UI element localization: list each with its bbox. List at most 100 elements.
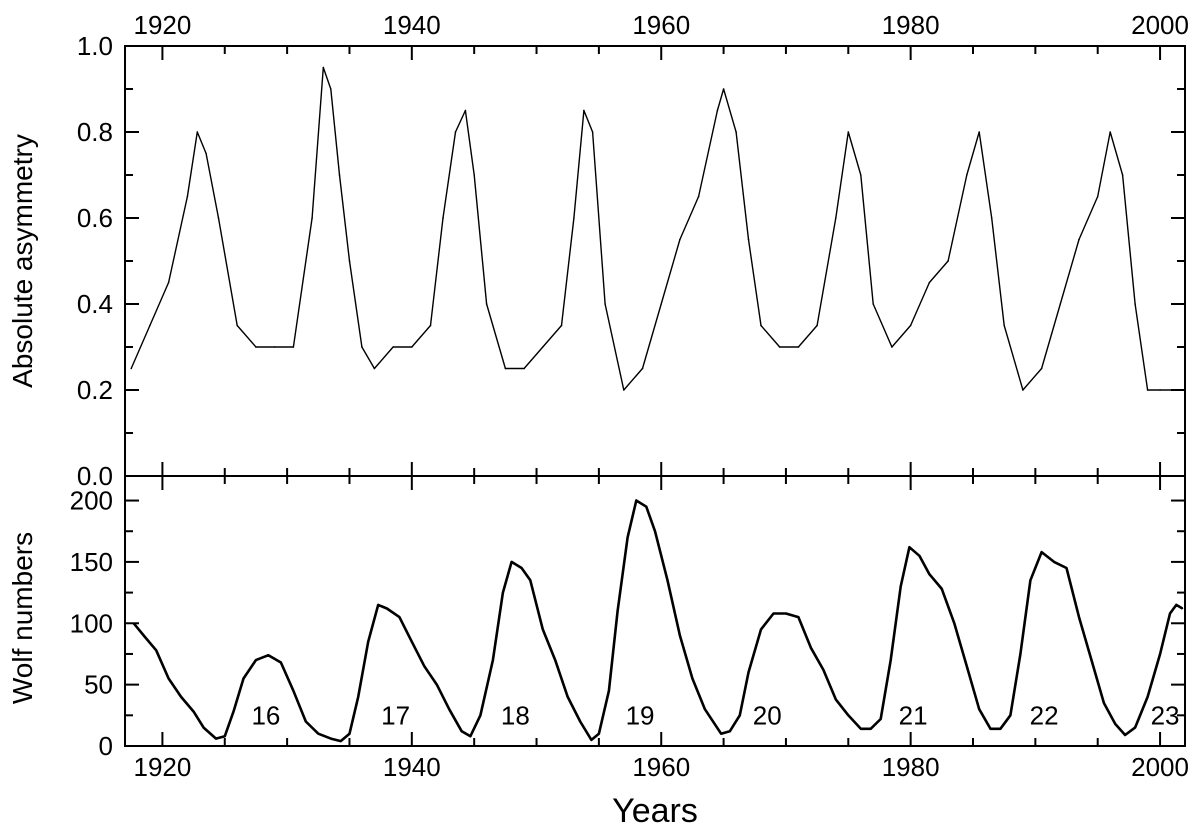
asymmetry-data-point <box>591 131 594 133</box>
asymmetry-x-tick-label: 1980 <box>882 10 940 40</box>
wolf-data-point <box>704 708 706 710</box>
asymmetry-data-point <box>338 174 341 176</box>
wolf-data-point <box>155 649 157 652</box>
asymmetry-data-point <box>947 260 949 262</box>
wolf-data-point <box>215 737 217 740</box>
asymmetry-data-point <box>330 88 332 90</box>
wolf-data-point <box>635 499 638 502</box>
wolf-data-point <box>1175 604 1178 606</box>
asymmetry-data-point <box>797 346 800 348</box>
asymmetry-panel: 1920 1940 1960 1980 2000 0.00.20.40.60.81.0 … <box>7 10 1189 491</box>
wolf-data-point <box>810 647 812 649</box>
wolf-data-point <box>554 659 556 661</box>
asymmetry-data-point <box>1171 389 1174 391</box>
asymmetry-data-point <box>909 324 912 327</box>
wolf-data-point <box>566 696 569 698</box>
asymmetry-data-point <box>735 131 737 133</box>
asymmetry-y-ticks: 0.0 0.2 0.4 0.6 0.8 1.0 <box>77 31 1185 491</box>
asymmetry-x-tick-label: 1940 <box>383 10 441 40</box>
wolf-data-point <box>398 616 401 618</box>
wolf-data-point <box>255 659 257 661</box>
wolf-data-point <box>626 536 629 539</box>
cycle-label-22: 22 <box>1030 700 1059 730</box>
wolf-data-point <box>645 505 648 508</box>
asymmetry-y-tick-label: 0.0 <box>77 461 113 491</box>
wolf-y-tick-label: 150 <box>70 547 113 577</box>
cycle-label-18: 18 <box>501 700 530 730</box>
wolf-data-point <box>492 659 494 661</box>
wolf-data-point <box>1146 696 1149 698</box>
wolf-data-point <box>423 665 426 667</box>
asymmetry-data-point <box>891 346 893 348</box>
wolf-data-point <box>1065 567 1068 569</box>
wolf-data-point <box>142 634 145 637</box>
asymmetry-data-point <box>835 217 837 219</box>
wolf-data-point <box>918 555 921 557</box>
wolf-data-point <box>317 732 320 735</box>
asymmetry-data-point <box>573 217 575 219</box>
wolf-data-point <box>436 683 438 686</box>
wolf-data-point <box>1009 714 1012 717</box>
asymmetry-data-point <box>186 195 189 198</box>
wolf-data-point <box>941 588 943 590</box>
wolf-data-point <box>510 561 513 563</box>
asymmetry-data-point <box>411 346 413 348</box>
wolf-data-point <box>305 720 307 723</box>
wolf-data-point <box>202 726 205 729</box>
wolf-x-tick-label: 1980 <box>882 752 940 782</box>
wolf-data-point <box>1114 723 1116 725</box>
asymmetry-data-point <box>273 346 276 348</box>
asymmetry-data-point <box>560 324 563 327</box>
asymmetry-data-point <box>361 346 363 348</box>
wolf-y-tick-label: 200 <box>70 486 113 516</box>
asymmetry-data-point <box>604 303 606 305</box>
asymmetry-data-point <box>1003 324 1005 327</box>
wolf-data-point <box>590 739 593 741</box>
asymmetry-y-axis-title: Absolute asymmetry <box>7 134 38 388</box>
asymmetry-y-tick-label: 0.8 <box>77 117 113 147</box>
cycle-number-labels: 16 17 18 19 20 21 22 23 <box>251 700 1179 730</box>
wolf-data-point <box>966 665 968 667</box>
asymmetry-data-point <box>778 346 781 348</box>
wolf-data-point <box>822 669 825 671</box>
asymmetry-data-point <box>205 152 207 155</box>
asymmetry-data-point <box>523 367 525 370</box>
wolf-data-point <box>598 732 600 735</box>
wolf-data-point <box>978 708 980 710</box>
cycle-label-17: 17 <box>381 700 410 730</box>
asymmetry-data-point <box>236 324 238 327</box>
asymmetry-data-point <box>373 367 376 370</box>
wolf-data-point <box>502 591 504 594</box>
asymmetry-data-point <box>464 109 467 112</box>
wolf-data-point <box>739 714 741 717</box>
wolf-y-tick-label: 0 <box>99 731 113 761</box>
wolf-data-point <box>132 622 135 625</box>
wolf-data-point <box>729 730 731 733</box>
asymmetry-data-point <box>1059 303 1062 305</box>
asymmetry-data-point <box>485 303 488 305</box>
asymmetry-x-tick-label: 1960 <box>632 10 690 40</box>
wolf-data-point <box>908 546 911 548</box>
asymmetry-data-point <box>348 260 351 262</box>
wolf-data-point <box>1134 726 1136 729</box>
wolf-data-point <box>654 530 656 532</box>
wolf-x-tick-label: 2000 <box>1131 752 1189 782</box>
asymmetry-data-point <box>722 88 725 90</box>
asymmetry-data-point <box>760 324 762 327</box>
wolf-data-point <box>860 728 862 730</box>
cycle-label-16: 16 <box>251 700 280 730</box>
wolf-data-point <box>999 728 1002 730</box>
wolf-x-tick-label: 1920 <box>133 752 191 782</box>
wolf-data-point <box>1169 612 1171 615</box>
asymmetry-data-point <box>255 346 257 348</box>
wolf-y-tick-label: 100 <box>70 608 113 638</box>
wolf-data-point <box>357 696 360 698</box>
asymmetry-data-point <box>1022 389 1024 391</box>
asymmetry-data-point <box>660 303 662 305</box>
wolf-data-point <box>579 720 581 723</box>
asymmetry-data-point <box>167 281 170 284</box>
asymmetry-data-point <box>504 367 507 370</box>
asymmetry-data-point <box>747 238 750 241</box>
wolf-data-point <box>666 579 669 582</box>
